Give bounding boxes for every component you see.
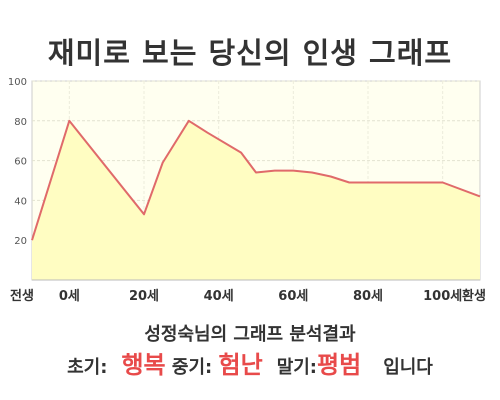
- early-value: 행복: [121, 351, 166, 379]
- x-tick-label: 80세: [353, 289, 383, 304]
- analysis-summary: 초기: 행복 중기: 험난 말기:평범 입니다: [0, 345, 500, 380]
- y-tick-label: 40: [14, 196, 27, 207]
- early-label: 초기:: [67, 357, 108, 378]
- y-tick-label: 60: [14, 157, 27, 168]
- chart-title: 재미로 보는 당신의 인생 그래프: [47, 36, 453, 70]
- life-line: [31, 119, 481, 241]
- y-tick-label: 20: [14, 236, 27, 247]
- x-tick-label: 환생: [462, 288, 486, 304]
- analysis-subtitle: 성정숙님의 그래프 분석결과: [144, 324, 356, 345]
- x-tick-label: 60세: [278, 289, 308, 304]
- y-tick-label: 100: [8, 77, 27, 88]
- mid-value: 험난: [218, 351, 263, 379]
- late-label: 말기:: [276, 357, 318, 378]
- x-tick-label: 전생: [10, 288, 34, 304]
- mid-label: 중기:: [171, 357, 213, 378]
- x-tick-label: 40세: [204, 289, 234, 304]
- x-tick-label: 20세: [129, 289, 159, 304]
- x-tick-label: 100세: [423, 289, 462, 304]
- y-tick-label: 80: [14, 117, 27, 128]
- life-area: [32, 120, 480, 280]
- summary-ending: 입니다: [383, 357, 433, 378]
- x-tick-label: 0세: [59, 289, 80, 304]
- life-graph-chart: 20 40 60 80 100 전생 0세 20세 40세 60세 80세 100세 환생: [8, 77, 486, 304]
- late-value: 평범: [317, 351, 362, 379]
